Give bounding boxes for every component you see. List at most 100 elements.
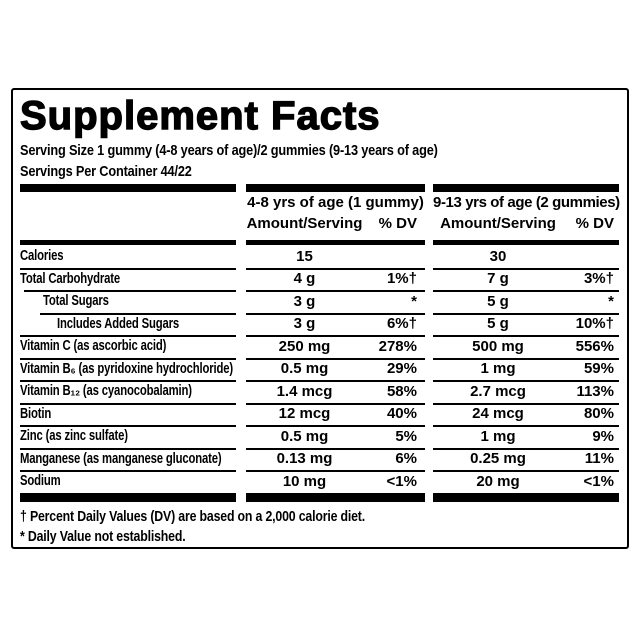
column-gap [236,184,246,192]
column-gap [236,380,246,403]
column-gap [425,470,433,493]
nutrient-name-cell: Total Sugars [20,290,236,313]
dv-value: 58% [386,382,417,400]
column-subheader-row: Amount/Serving % DV Amount/Serving % DV [20,213,620,234]
dv-value: 6% [395,450,417,468]
col-4-8-values: 3 g 6%† [246,312,425,335]
amount-value: 24 mcg [472,405,524,423]
column-gap [236,493,246,502]
table-row: Includes Added Sugars 3 g 6%† 5 g 10%† [20,312,620,336]
dv-value: 6%† [386,315,417,333]
table-row: Sodium 10 mg <1% 20 mg <1% [20,470,620,493]
amount-value: 3 g [293,315,316,333]
subheader-bar [246,240,425,245]
col-4-8-values: 4 g 1%† [246,267,425,290]
nutrient-name-cell: Calories [20,245,236,268]
dv-value: 3%† [583,270,614,288]
col-4-8-values: 0.5 mg 5% [246,425,425,448]
col-4-8-values: 15 [246,245,425,268]
col-9-13-values: 0.25 mg 11% [433,447,619,470]
nutrient-name: Zinc (as zinc sulfate) [20,428,128,445]
column-gap [425,358,433,381]
panel-title: Supplement Facts [19,94,381,138]
nutrient-name-cell: Total Carbohydrate [20,267,236,290]
column-gap [236,358,246,381]
column-gap [425,313,433,336]
empty-header-cell [20,192,236,213]
column-gap [425,380,433,403]
amount-value: 3 g [293,292,316,310]
footnotes: † Percent Daily Values (DV) are based on… [20,507,620,547]
dv-value: <1% [386,472,417,490]
amount-value: 15 [296,247,313,265]
column-gap [425,268,433,291]
column-gap [236,192,246,213]
col-9-13-values: 5 g * [433,290,619,313]
amount-value: 0.25 mg [470,450,526,468]
dv-value: 1%† [386,270,417,288]
header-bar [20,184,236,192]
amount-value: 2.7 mcg [470,382,526,400]
column-gap [236,313,246,336]
dv-value: 59% [583,360,614,378]
amount-value: 10 mg [282,472,327,490]
col-4-8-values: 10 mg <1% [246,470,425,493]
column-group-header-9-13: 9-13 yrs of age (2 gummies) [433,194,620,211]
footnote-asterisk: * Daily Value not established. [20,527,620,547]
nutrient-name-cell: Biotin [20,402,236,425]
amount-value: 1 mg [480,360,516,378]
dv-value: 556% [575,337,614,355]
percent-dv-header: % DV [575,215,614,232]
column-gap [236,425,246,448]
table-row: Calories 15 30 [20,245,620,268]
footer-bar [433,492,619,502]
amount-value: 7 g [487,270,509,288]
column-group-header-row: 4-8 yrs of age (1 gummy) 9-13 yrs of age… [20,192,620,213]
amount-value: 5 g [487,315,509,333]
dv-value: 80% [583,405,614,423]
column-gap [236,245,246,268]
nutrient-name: Manganese (as manganese gluconate) [20,450,222,467]
nutrient-name: Sodium [20,473,61,490]
col-9-13-values: 20 mg <1% [433,470,619,493]
column-gap [425,425,433,448]
col-9-13-values: 2.7 mcg 113% [433,380,619,403]
table-row: Zinc (as zinc sulfate) 0.5 mg 5% 1 mg 9% [20,425,620,448]
col-4-8-values: 3 g * [246,290,425,313]
servings-per-container-line: Servings Per Container 44/22 [20,161,620,182]
amount-value: 30 [489,247,507,265]
header-bar [433,184,619,192]
footnote-dagger-text: † Percent Daily Values (DV) are based on… [20,508,366,525]
column-gap [425,192,433,213]
column-gap [425,290,433,313]
column-gap [236,470,246,493]
nutrient-name: Vitamin B₆ (as pyridoxine hydrochloride) [20,360,234,377]
col-9-13-values: 1 mg 59% [433,357,619,380]
column-gap [425,493,433,502]
nutrient-name-cell: Zinc (as zinc sulfate) [20,425,236,448]
dv-value: 5% [395,427,417,445]
col-9-13-values: 500 mg 556% [433,335,619,358]
amount-value: 12 mcg [278,405,331,423]
subheader-bar [20,240,236,245]
nutrient-name: Total Sugars [43,293,109,310]
table-row: Vitamin B₆ (as pyridoxine hydrochloride)… [20,357,620,381]
footer-bar [20,492,236,502]
dv-value: 278% [378,337,417,355]
supplement-facts-panel: Supplement Facts Serving Size 1 gummy (4… [11,88,629,549]
nutrient-name: Vitamin B₁₂ (as cyanocobalamin) [20,383,192,400]
table-row: Vitamin B₁₂ (as cyanocobalamin) 1.4 mcg 58… [20,380,620,403]
dv-value: 113% [576,382,614,400]
column-group-header-4-8: 4-8 yrs of age (1 gummy) [247,194,424,211]
nutrient-name-cell: Vitamin B₁₂ (as cyanocobalamin) [20,380,236,403]
dv-value: <1% [583,472,614,490]
header-bar [246,184,425,192]
table-row: Manganese (as manganese gluconate) 0.13 m… [20,447,620,471]
empty-header-cell [20,213,236,234]
dv-value: 10%† [575,315,614,333]
amount-value: 4 g [293,270,316,288]
col-9-13-values: 5 g 10%† [433,312,619,335]
column-gap [425,335,433,358]
nutrient-name-cell: Vitamin B₆ (as pyridoxine hydrochloride) [20,357,236,380]
column-gap [236,448,246,471]
